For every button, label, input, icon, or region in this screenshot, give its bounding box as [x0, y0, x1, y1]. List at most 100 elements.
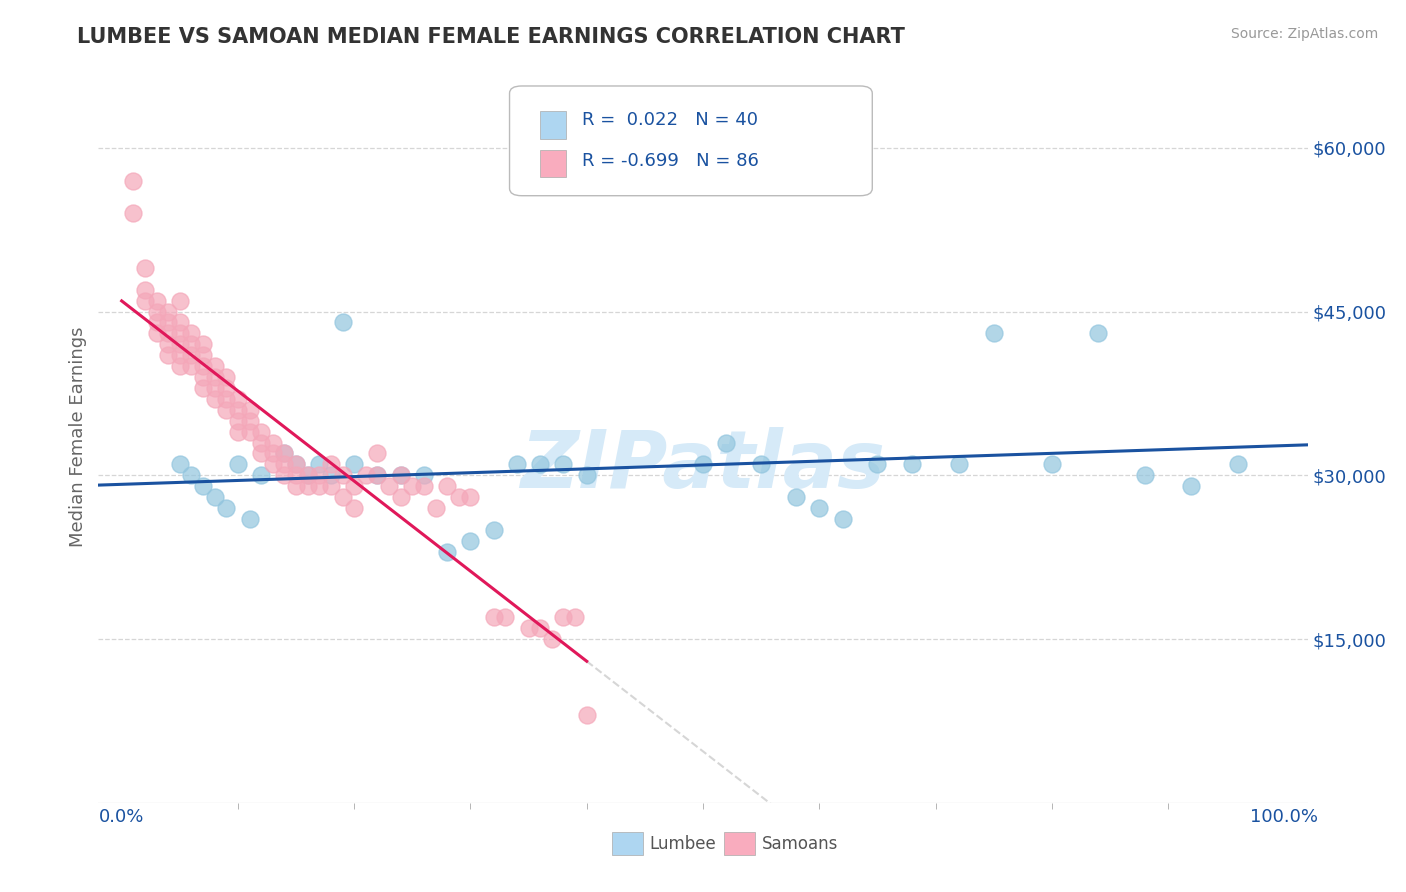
Text: ZIPatlas: ZIPatlas	[520, 427, 886, 506]
Point	[716, 435, 738, 450]
Point	[134, 283, 156, 297]
Point	[157, 348, 180, 362]
Point	[401, 479, 423, 493]
Point	[494, 610, 516, 624]
Point	[983, 326, 1005, 341]
Point	[134, 293, 156, 308]
Point	[553, 458, 575, 472]
Point	[343, 479, 366, 493]
Point	[285, 458, 308, 472]
Point	[1087, 326, 1109, 341]
Point	[204, 392, 226, 406]
Point	[191, 370, 214, 384]
Point	[308, 468, 330, 483]
Point	[191, 337, 214, 351]
Point	[250, 425, 273, 439]
FancyBboxPatch shape	[509, 86, 872, 195]
Point	[413, 468, 436, 483]
Point	[204, 381, 226, 395]
Point	[169, 458, 191, 472]
Point	[145, 293, 167, 308]
Point	[239, 425, 262, 439]
Point	[692, 458, 714, 472]
Point	[226, 425, 249, 439]
Point	[948, 458, 970, 472]
Point	[273, 446, 295, 460]
Point	[517, 621, 540, 635]
Point	[204, 370, 226, 384]
Point	[134, 260, 156, 275]
Point	[308, 479, 330, 493]
Point	[262, 458, 284, 472]
Point	[785, 490, 807, 504]
Point	[169, 337, 191, 351]
Point	[297, 479, 319, 493]
Point	[239, 512, 262, 526]
Point	[1226, 458, 1249, 472]
Point	[204, 359, 226, 373]
Point	[297, 468, 319, 483]
Point	[169, 326, 191, 341]
Point	[262, 435, 284, 450]
Point	[180, 359, 202, 373]
Point	[529, 621, 551, 635]
Point	[226, 458, 249, 472]
Point	[122, 173, 145, 187]
Point	[215, 501, 238, 516]
Point	[436, 479, 458, 493]
Point	[366, 468, 388, 483]
Point	[425, 501, 447, 516]
Point	[226, 414, 249, 428]
Point	[191, 479, 214, 493]
Point	[122, 206, 145, 220]
Point	[157, 315, 180, 329]
Point	[460, 533, 482, 548]
Point	[378, 479, 401, 493]
Point	[157, 337, 180, 351]
Point	[215, 392, 238, 406]
Point	[285, 468, 308, 483]
Point	[413, 479, 436, 493]
Point	[540, 632, 562, 646]
Point	[482, 523, 505, 537]
Point	[332, 468, 354, 483]
Point	[250, 435, 273, 450]
Point	[226, 402, 249, 417]
Point	[191, 359, 214, 373]
Point	[308, 458, 330, 472]
Point	[180, 326, 202, 341]
Point	[191, 348, 214, 362]
Point	[145, 304, 167, 318]
Point	[319, 458, 342, 472]
Bar	[540, 150, 567, 178]
Point	[215, 402, 238, 417]
Point	[319, 479, 342, 493]
Point	[482, 610, 505, 624]
Point	[389, 468, 412, 483]
Point	[529, 458, 551, 472]
Point	[285, 479, 308, 493]
Point	[169, 293, 191, 308]
Point	[157, 304, 180, 318]
Point	[447, 490, 470, 504]
Point	[366, 446, 388, 460]
Point	[575, 468, 598, 483]
Point	[354, 468, 377, 483]
Point	[180, 468, 202, 483]
Point	[319, 468, 342, 483]
Text: R = -0.699   N = 86: R = -0.699 N = 86	[582, 152, 759, 169]
Point	[866, 458, 889, 472]
Point	[901, 458, 924, 472]
Point	[169, 348, 191, 362]
Point	[389, 468, 412, 483]
Point	[215, 370, 238, 384]
Text: Lumbee: Lumbee	[650, 835, 716, 853]
Point	[273, 468, 295, 483]
Point	[239, 402, 262, 417]
Point	[250, 446, 273, 460]
Point	[575, 708, 598, 723]
Point	[297, 468, 319, 483]
Point	[564, 610, 586, 624]
Point	[366, 468, 388, 483]
Point	[506, 458, 529, 472]
